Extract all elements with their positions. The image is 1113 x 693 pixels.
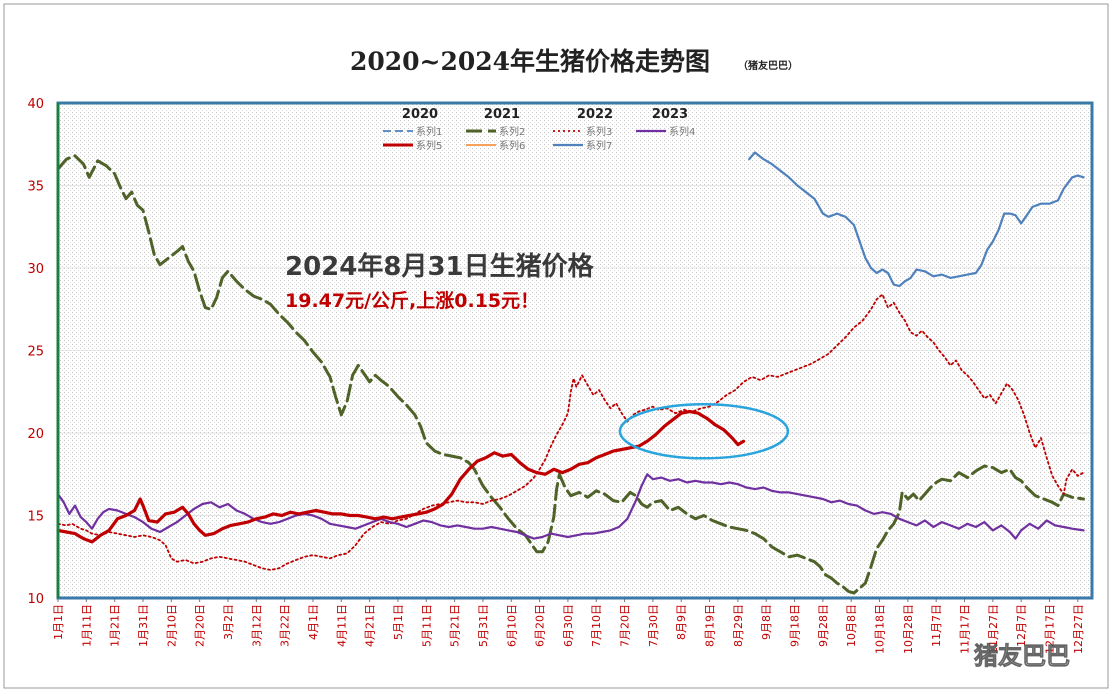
series-line-3 xyxy=(57,293,1085,571)
x-tick-label: 10月8日 xyxy=(845,604,858,647)
x-tick-label: 7月30日 xyxy=(647,604,660,647)
annotation-headline: 2024年8月31日生猪价格 xyxy=(285,251,595,282)
y-axis-ticks: 10 15 20 25 30 35 40 xyxy=(27,97,44,607)
x-tick-label: 4月21日 xyxy=(364,604,377,647)
legend-label-3: 系列3 xyxy=(586,125,612,138)
legend-year-2022: 2022 xyxy=(577,107,613,122)
series-line-4 xyxy=(56,473,1085,540)
x-tick-label: 9月28日 xyxy=(817,604,830,647)
x-tick-label: 5月1日 xyxy=(392,604,405,640)
x-tick-label: 8月19日 xyxy=(704,604,717,647)
legend-label-6: 系列6 xyxy=(499,139,525,152)
x-tick-label: 4月11日 xyxy=(335,604,348,647)
y-tick-label: 15 xyxy=(27,510,44,525)
x-tick-label: 5月11日 xyxy=(420,604,433,647)
legend-label-7: 系列7 xyxy=(586,139,612,152)
x-tick-label: 6月10日 xyxy=(505,604,518,647)
legend-year-2020: 2020 xyxy=(402,107,438,122)
x-tick-label: 8月29日 xyxy=(732,604,745,647)
x-tick-label: 5月21日 xyxy=(449,604,462,647)
x-tick-label: 10月18日 xyxy=(874,604,887,654)
watermark: 猪友巴巴 xyxy=(974,642,1070,670)
y-tick-label: 20 xyxy=(27,427,44,442)
legend-label-4: 系列4 xyxy=(669,125,695,138)
legend-year-2023: 2023 xyxy=(652,107,688,122)
series-line-2 xyxy=(56,154,1085,595)
x-tick-label: 12月7日 xyxy=(1015,604,1028,647)
chart-title: 2020~2024年生猪价格走势图 xyxy=(350,47,710,76)
x-tick-label: 6月30日 xyxy=(562,604,575,647)
x-tick-label: 8月9日 xyxy=(675,604,688,640)
y-tick-label: 25 xyxy=(27,345,44,360)
x-tick-label: 1月21日 xyxy=(109,604,122,647)
x-tick-label: 12月17日 xyxy=(1044,604,1057,654)
x-tick-label: 3月12日 xyxy=(250,604,263,647)
x-axis-ticks: 1月1日 1月11日 1月21日 1月31日 2月10日 2月20日 3月2日 3月12日 3月… xyxy=(52,598,1085,654)
x-tick-label: 3月22日 xyxy=(279,604,292,647)
legend-label-1: 系列1 xyxy=(416,125,442,138)
legend-label-5: 系列5 xyxy=(416,139,442,152)
x-tick-label: 11月7日 xyxy=(930,604,943,647)
x-tick-label: 9月8日 xyxy=(760,604,773,640)
x-tick-label: 3月2日 xyxy=(222,604,235,640)
y-tick-label: 35 xyxy=(27,180,44,195)
x-tick-label: 1月31日 xyxy=(137,604,150,647)
highlight-ellipse xyxy=(618,403,790,460)
annotation-price: 19.47元/公斤,上涨0.15元！ xyxy=(285,290,539,312)
x-tick-label: 4月1日 xyxy=(307,604,320,640)
x-tick-label: 2月20日 xyxy=(194,604,207,647)
series-layer xyxy=(56,151,1085,595)
x-tick-label: 5月31日 xyxy=(477,604,490,647)
x-tick-label: 7月20日 xyxy=(619,604,632,647)
gridlines xyxy=(58,185,1092,516)
series-line-5 xyxy=(56,409,746,544)
series-line-7 xyxy=(748,151,1085,288)
x-tick-label: 1月1日 xyxy=(52,604,65,640)
x-tick-label: 12月27日 xyxy=(1072,604,1085,654)
y-tick-label: 30 xyxy=(27,262,44,277)
x-tick-label: 2月10日 xyxy=(165,604,178,647)
y-tick-label: 40 xyxy=(27,97,44,112)
x-tick-label: 10月28日 xyxy=(902,604,915,654)
x-tick-label: 6月20日 xyxy=(534,604,547,647)
legend: 2020 2021 2022 2023 系列1 系列2 系列3 系列4 系列5 系列6 系列… xyxy=(383,107,695,152)
y-tick-label: 10 xyxy=(27,592,44,607)
legend-label-2: 系列2 xyxy=(499,125,525,138)
x-tick-label: 1月11日 xyxy=(80,604,93,647)
legend-year-2021: 2021 xyxy=(484,107,520,122)
chart-title-note: （猪友巴巴） xyxy=(738,59,798,72)
x-tick-label: 11月17日 xyxy=(959,604,972,654)
x-tick-label: 9月18日 xyxy=(789,604,802,647)
x-tick-label: 7月10日 xyxy=(590,604,603,647)
x-tick-label: 11月27日 xyxy=(987,604,1000,654)
